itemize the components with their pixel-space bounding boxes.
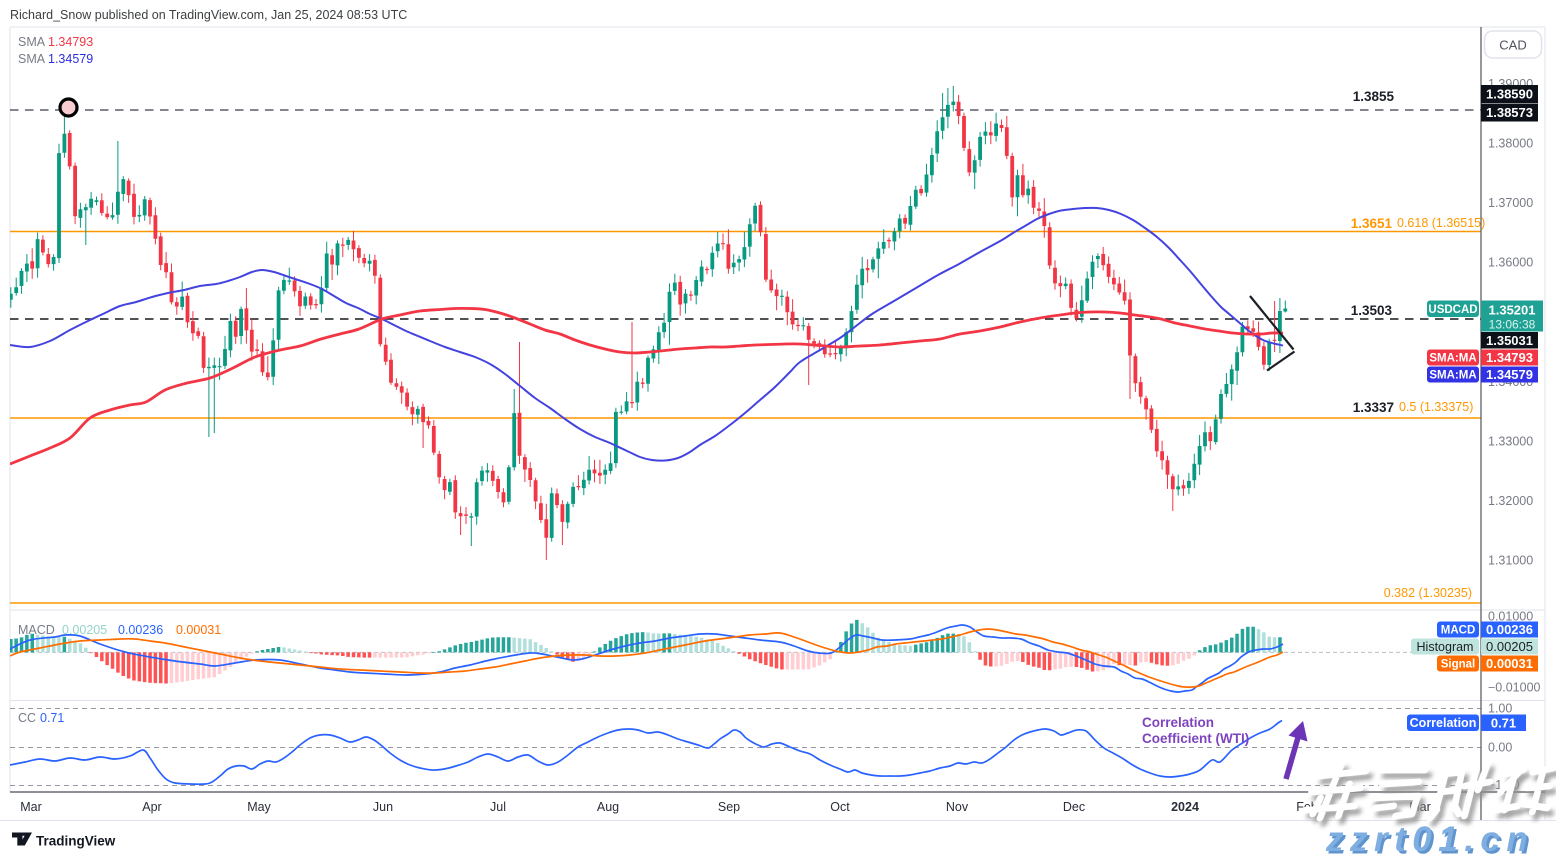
svg-text:Sep: Sep (718, 800, 740, 814)
svg-text:0.00: 0.00 (1488, 741, 1512, 755)
svg-text:0.00236: 0.00236 (118, 623, 163, 637)
svg-text:SMA: SMA (18, 35, 46, 49)
svg-text:0.5 (1.33375): 0.5 (1.33375) (1399, 400, 1473, 414)
svg-text:1.36000: 1.36000 (1488, 256, 1533, 270)
svg-text:Histogram: Histogram (1417, 640, 1474, 654)
svg-text:0.01000: 0.01000 (1488, 610, 1533, 624)
svg-text:1.3503: 1.3503 (1351, 303, 1393, 318)
svg-text:1.3337: 1.3337 (1353, 400, 1394, 415)
svg-text:Mar: Mar (20, 800, 42, 814)
svg-text:1.34579: 1.34579 (48, 52, 93, 66)
svg-text:Jul: Jul (490, 800, 506, 814)
svg-text:0.00031: 0.00031 (176, 623, 221, 637)
svg-text:1.34579: 1.34579 (1486, 367, 1533, 382)
svg-text:1.38000: 1.38000 (1488, 137, 1533, 151)
svg-text:0.00236: 0.00236 (1486, 622, 1533, 637)
svg-text:SMA:MA: SMA:MA (1429, 353, 1476, 365)
svg-text:SMA: SMA (18, 52, 46, 66)
svg-text:Nov: Nov (946, 800, 969, 814)
svg-text:1.3855: 1.3855 (1353, 89, 1395, 104)
svg-text:SMA:MA: SMA:MA (1429, 370, 1476, 382)
svg-text:1.33000: 1.33000 (1488, 434, 1533, 448)
svg-text:0.00205: 0.00205 (62, 623, 107, 637)
svg-text:1.37000: 1.37000 (1488, 196, 1533, 210)
svg-text:0.00031: 0.00031 (1486, 656, 1533, 671)
svg-text:1.38573: 1.38573 (1486, 105, 1533, 120)
svg-text:Coefficient (WTI): Coefficient (WTI) (1142, 731, 1249, 746)
svg-text:May: May (247, 800, 271, 814)
svg-text:Apr: Apr (142, 800, 161, 814)
svg-text:0.71: 0.71 (1491, 715, 1516, 730)
svg-text:MACD: MACD (18, 623, 55, 637)
svg-text:Jun: Jun (373, 800, 393, 814)
svg-text:0.382 (1.30235): 0.382 (1.30235) (1384, 586, 1472, 600)
svg-text:Correlation: Correlation (1410, 716, 1477, 730)
svg-text:MACD: MACD (1441, 625, 1476, 637)
svg-text:1.34793: 1.34793 (1486, 350, 1533, 365)
svg-text:0.00205: 0.00205 (1486, 639, 1533, 654)
svg-text:0.71: 0.71 (40, 711, 64, 725)
svg-text:1.35031: 1.35031 (1486, 333, 1533, 348)
svg-text:Oct: Oct (830, 800, 850, 814)
svg-text:CC: CC (18, 711, 36, 725)
svg-text:Aug: Aug (597, 800, 619, 814)
svg-text:USDCAD: USDCAD (1428, 304, 1477, 316)
svg-text:Signal: Signal (1441, 659, 1476, 671)
svg-text:1.00: 1.00 (1488, 702, 1512, 716)
svg-text:1.35201: 1.35201 (1489, 303, 1536, 318)
svg-text:1.31000: 1.31000 (1488, 553, 1533, 567)
svg-text:1.32000: 1.32000 (1488, 494, 1533, 508)
svg-text:0.618 (1.36515): 0.618 (1.36515) (1397, 216, 1485, 230)
svg-text:1.34793: 1.34793 (48, 35, 93, 49)
svg-text:Dec: Dec (1063, 800, 1085, 814)
svg-text:1.38590: 1.38590 (1486, 87, 1533, 102)
svg-text:Richard_Snow published on Trad: Richard_Snow published on TradingView.co… (10, 8, 407, 22)
svg-text:zzrt01.cn: zzrt01.cn (1325, 820, 1534, 857)
svg-text:−0.01000: −0.01000 (1488, 681, 1541, 695)
svg-text:TradingView: TradingView (36, 834, 116, 849)
svg-text:2024: 2024 (1171, 800, 1199, 814)
svg-text:1.3651: 1.3651 (1351, 216, 1393, 231)
svg-text:13:06:38: 13:06:38 (1489, 318, 1536, 332)
svg-text:Correlation: Correlation (1142, 715, 1214, 730)
svg-text:zzrt01.cn: zzrt01.cn (1328, 823, 1537, 858)
svg-text:CAD: CAD (1499, 38, 1526, 53)
